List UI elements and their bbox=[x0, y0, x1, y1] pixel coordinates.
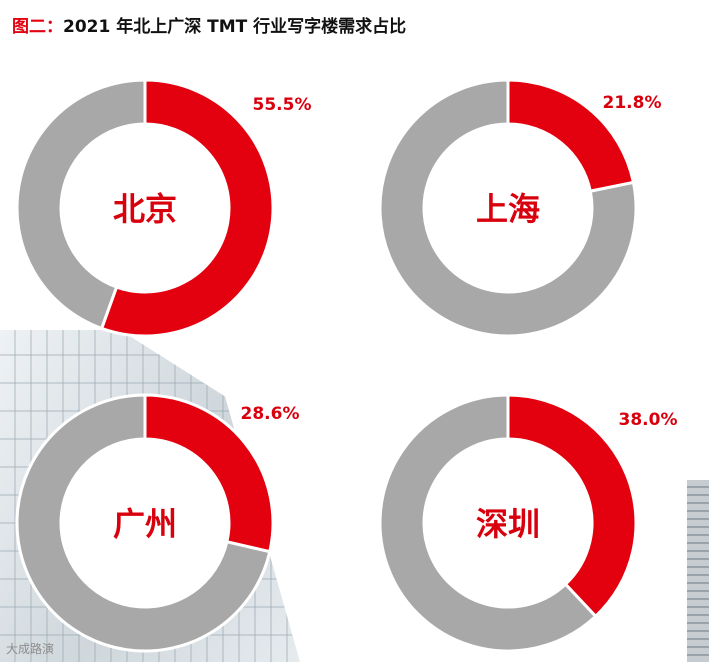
donut-chart-2: 上海 21.8% bbox=[378, 78, 662, 338]
remainder-slice bbox=[15, 78, 147, 331]
donut-chart-1: 北京 55.5% bbox=[15, 78, 312, 338]
background-building-right bbox=[687, 480, 709, 662]
remainder-slice bbox=[378, 78, 638, 338]
chart-title: 图二：2021 年北上广深 TMT 行业写字楼需求占比 bbox=[12, 12, 406, 37]
tmt-share-slice bbox=[143, 393, 275, 554]
watermark: 大成路演 bbox=[6, 642, 55, 656]
city-label: 北京 bbox=[113, 190, 177, 228]
donut-hole bbox=[425, 125, 591, 291]
value-label: 38.0% bbox=[619, 410, 678, 430]
donut-chart-3: 广州 28.6% bbox=[15, 393, 300, 653]
donut-hole bbox=[62, 440, 228, 606]
city-label: 深圳 bbox=[476, 505, 540, 543]
figure-number: 图二： bbox=[12, 17, 63, 37]
value-label: 28.6% bbox=[241, 404, 300, 424]
city-label: 上海 bbox=[476, 190, 540, 228]
value-label: 55.5% bbox=[253, 95, 312, 115]
value-label: 21.8% bbox=[603, 93, 662, 113]
donut-hole bbox=[62, 125, 228, 291]
tmt-share-slice bbox=[506, 393, 638, 619]
city-label: 广州 bbox=[113, 505, 177, 543]
figure-title: 2021 年北上广深 TMT 行业写字楼需求占比 bbox=[63, 17, 407, 37]
remainder-slice bbox=[378, 393, 598, 653]
donut-chart-4: 深圳 38.0% bbox=[378, 393, 678, 653]
donut-hole bbox=[425, 440, 591, 606]
tmt-share-slice bbox=[99, 78, 275, 338]
remainder-slice bbox=[15, 393, 272, 653]
